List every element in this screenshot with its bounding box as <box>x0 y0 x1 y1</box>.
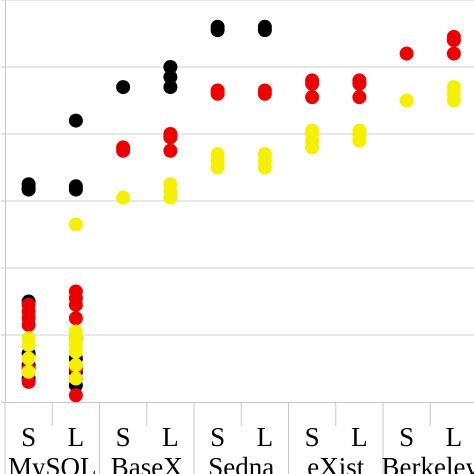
x-tick-label: L <box>68 422 85 452</box>
data-point <box>257 147 272 162</box>
data-point <box>163 80 178 95</box>
data-point <box>257 83 272 98</box>
data-point <box>21 297 36 312</box>
x-tick-label: S <box>21 422 36 452</box>
data-point <box>352 90 367 105</box>
data-point <box>163 70 178 85</box>
data-point <box>257 19 272 34</box>
x-tick-label: L <box>351 422 368 452</box>
data-point <box>68 388 83 403</box>
data-points <box>21 19 461 403</box>
x-group-label: BaseX <box>111 452 183 474</box>
x-group-label: MySQL <box>8 452 97 474</box>
data-point <box>446 46 461 61</box>
data-point <box>210 147 225 162</box>
x-tick-label: S <box>399 422 414 452</box>
data-point <box>21 374 36 389</box>
data-point <box>352 73 367 88</box>
data-point <box>163 60 178 74</box>
x-group-label: eXist <box>307 452 364 474</box>
data-point <box>116 140 131 155</box>
data-point <box>68 358 83 373</box>
data-point <box>210 83 225 98</box>
grid-lines <box>5 0 474 336</box>
data-point <box>68 284 83 299</box>
data-point <box>399 46 414 61</box>
x-tick-label: L <box>257 422 274 452</box>
data-point <box>352 123 367 138</box>
data-point <box>116 80 131 95</box>
data-point <box>68 179 83 194</box>
data-point <box>21 177 36 192</box>
data-point <box>68 311 83 326</box>
x-tick-label: S <box>305 422 320 452</box>
x-tick-label: S <box>116 422 131 452</box>
data-point <box>210 19 225 34</box>
data-point <box>305 123 320 138</box>
data-point <box>163 127 178 141</box>
data-point <box>68 217 83 232</box>
x-tick-label: S <box>210 422 225 452</box>
data-point <box>21 351 36 366</box>
data-point <box>68 371 83 386</box>
data-point <box>163 143 178 158</box>
data-point <box>21 364 36 379</box>
x-tick-label: L <box>162 422 179 452</box>
data-point <box>305 90 320 105</box>
data-point <box>446 29 461 44</box>
data-point <box>68 113 83 128</box>
data-point <box>305 73 320 88</box>
data-point <box>68 324 83 339</box>
x-group-label: Sedna <box>208 452 274 474</box>
data-point <box>163 177 178 192</box>
data-point <box>116 190 131 205</box>
x-tick-label: L <box>446 422 463 452</box>
data-point <box>446 80 461 95</box>
x-group-label: Berkeley <box>382 452 474 474</box>
data-point <box>21 331 36 346</box>
data-point <box>399 93 414 108</box>
